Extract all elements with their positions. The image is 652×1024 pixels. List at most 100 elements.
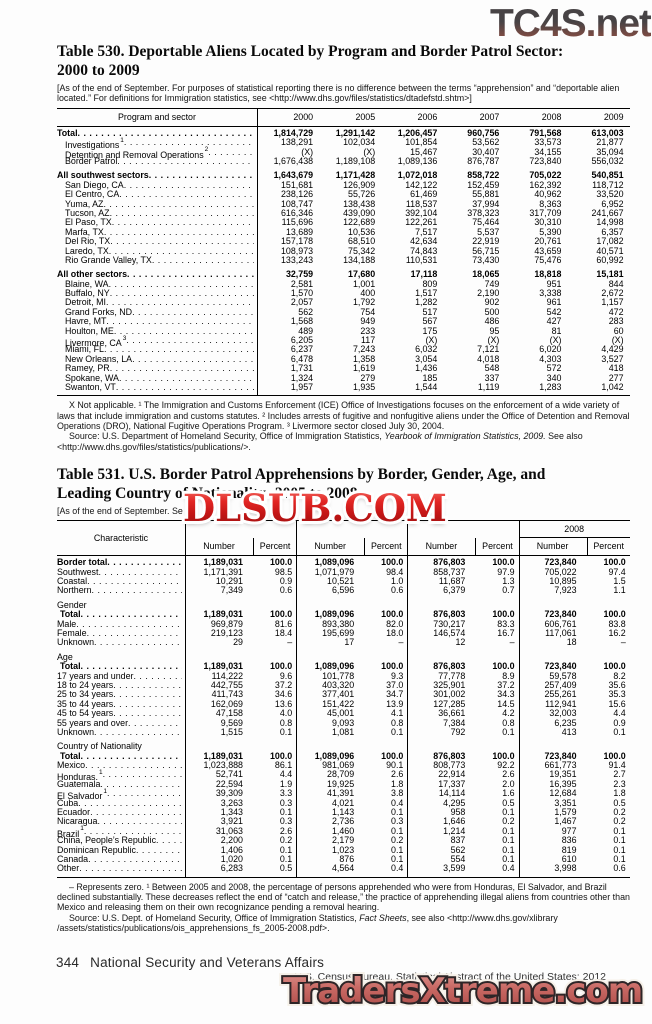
cell-value: 195,699 <box>322 627 355 638</box>
cell-value: 1,515 <box>220 726 243 737</box>
table531-row: Coastal 10,291 0.9 10,521 1.0 11,687 1.3 10,895… <box>57 576 630 587</box>
row-label-cell: Grand Forks, ND <box>57 307 257 317</box>
cell-value: 30,407 <box>472 146 500 157</box>
cell-value: 6,478 <box>290 353 314 364</box>
cell-value: 400 <box>360 288 376 299</box>
cell-value: 114,222 <box>211 670 243 681</box>
cell-value: 4.2 <box>502 708 515 719</box>
row-label: Border total <box>57 557 108 568</box>
dot-leader <box>100 780 182 789</box>
dot-leader <box>113 681 182 690</box>
dot-leader <box>88 855 182 864</box>
row-label: Livermore, CA3 <box>65 334 127 348</box>
cell-value: 0.8 <box>502 717 515 728</box>
cell-value: 958 <box>450 807 466 818</box>
cell-value: 0.1 <box>613 853 626 864</box>
row-label: New Orleans, LA <box>65 353 133 364</box>
cell-value: 1,343 <box>220 807 243 818</box>
table531-row: China, People’s Republic 2,200 0.2 2,179 0.2… <box>57 835 630 846</box>
cell-value: 40,962 <box>534 189 562 200</box>
cell-value: 14,998 <box>596 217 624 228</box>
row-label-cell: Miami, FL <box>57 344 257 354</box>
footer-section-title: National Security and Veterans Affairs <box>90 955 325 970</box>
cell-value: 1,189,031 <box>203 750 243 761</box>
cell-value: 0.2 <box>613 807 626 818</box>
dot-leader <box>119 190 254 199</box>
cell-value: 792 <box>450 726 466 737</box>
cell-value: 0.1 <box>502 844 515 855</box>
cell-value: 102,034 <box>343 137 376 148</box>
cell-value: 133,243 <box>281 254 314 265</box>
cell-value: 117,061 <box>545 627 577 638</box>
cell-value: 60,992 <box>596 254 624 265</box>
row-label: Total <box>60 750 81 761</box>
cell-value: (X) <box>301 146 314 157</box>
cell-value: 100.0 <box>603 661 626 672</box>
row-label-cell: 25 to 34 years <box>57 689 185 699</box>
cell-value: 0.1 <box>391 726 404 737</box>
row-label: Total <box>60 661 81 672</box>
cell-value: – <box>620 637 626 648</box>
table530-title-line1: Table 530. Deportable Aliens Located by … <box>57 43 564 60</box>
row-label: Male <box>57 618 77 629</box>
dot-leader <box>149 171 254 180</box>
row-label-cell: All other sectors <box>57 269 257 279</box>
cell-value: 6,952 <box>601 198 624 209</box>
cell-value: 1,071,979 <box>314 566 355 577</box>
cell-value: 59,578 <box>549 670 577 681</box>
table531-row: Gender <box>57 600 630 610</box>
table530-title-line2: 2000 to 2009 <box>57 62 140 79</box>
cell-value: 616,346 <box>281 207 314 218</box>
dot-leader <box>132 308 254 317</box>
cell-value: 1,676,438 <box>273 155 314 166</box>
dot-leader <box>97 817 182 826</box>
cell-value: 18,065 <box>472 269 500 280</box>
cell-value: 138,438 <box>343 198 376 209</box>
table530-row: San Diego, CA 151,681 126,909 142,122 152,45… <box>57 180 630 190</box>
cell-value: 32,003 <box>549 708 577 719</box>
cell-value: 157,178 <box>281 236 314 247</box>
table530-row: Laredo, TX 108,973 75,342 74,843 56,715 43,65… <box>57 246 630 256</box>
cell-value: 97.9 <box>497 566 515 577</box>
row-label-cell: Coastal <box>57 576 185 586</box>
cell-value: 33,520 <box>596 189 624 200</box>
table531-row: Total 1,189,031 100.0 1,089,096 100.0 876,803… <box>57 609 630 619</box>
row-label-cell: Investigations1 <box>57 137 257 150</box>
cell-value: 1,023 <box>331 844 355 855</box>
cell-value: 0.4 <box>391 863 404 874</box>
table531-row: Total 1,189,031 100.0 1,089,096 100.0 876,803… <box>57 750 630 761</box>
cell-value: 1.8 <box>613 788 626 799</box>
cell-value: 723,840 <box>544 750 577 761</box>
dot-leader <box>81 610 182 619</box>
cell-value: 1,814,729 <box>273 127 314 138</box>
row-label-cell: Laredo, TX <box>57 246 257 256</box>
cell-value: 34.7 <box>386 689 404 700</box>
cell-value: 279 <box>360 372 376 383</box>
row-label-cell: Total <box>57 661 185 672</box>
cell-value: 18.0 <box>386 627 404 638</box>
cell-value: 1,792 <box>352 297 376 308</box>
row-label: China, People’s Republic <box>57 835 157 846</box>
cell-value: 162,069 <box>210 698 243 709</box>
cell-value: 844 <box>608 278 624 289</box>
cell-value: 1,143 <box>331 807 355 818</box>
cell-value: 1,089,096 <box>314 750 355 761</box>
cell-value: 2.6 <box>391 769 404 780</box>
row-label-cell: Border total <box>57 557 185 568</box>
row-label-cell: Buffalo, NY <box>57 288 257 298</box>
cell-value: 0.1 <box>279 844 293 855</box>
table531-row: Mexico 1,023,888 86.1 981,069 90.1 808,773 92.… <box>57 760 630 770</box>
dot-leader <box>124 181 254 190</box>
t531-column-header: Characteristic <box>93 533 149 544</box>
cell-value: 18,818 <box>534 269 562 280</box>
cell-value: 1,189,108 <box>335 155 376 166</box>
page-footer: 344 National Security and Veterans Affair… <box>56 955 324 970</box>
cell-value: 0.9 <box>279 576 293 587</box>
cell-value: 876,803 <box>433 750 466 761</box>
cell-value: 6,596 <box>331 585 355 596</box>
table530-footnote: X Not applicable. ¹ The Immigration and … <box>57 400 630 431</box>
cell-value: 0.1 <box>502 726 515 737</box>
cell-value: 1,214 <box>443 825 466 836</box>
cell-value: 7,121 <box>477 344 500 355</box>
table530-row: Tucson, AZ 616,346 439,090 392,104 378,323 31… <box>57 207 630 218</box>
